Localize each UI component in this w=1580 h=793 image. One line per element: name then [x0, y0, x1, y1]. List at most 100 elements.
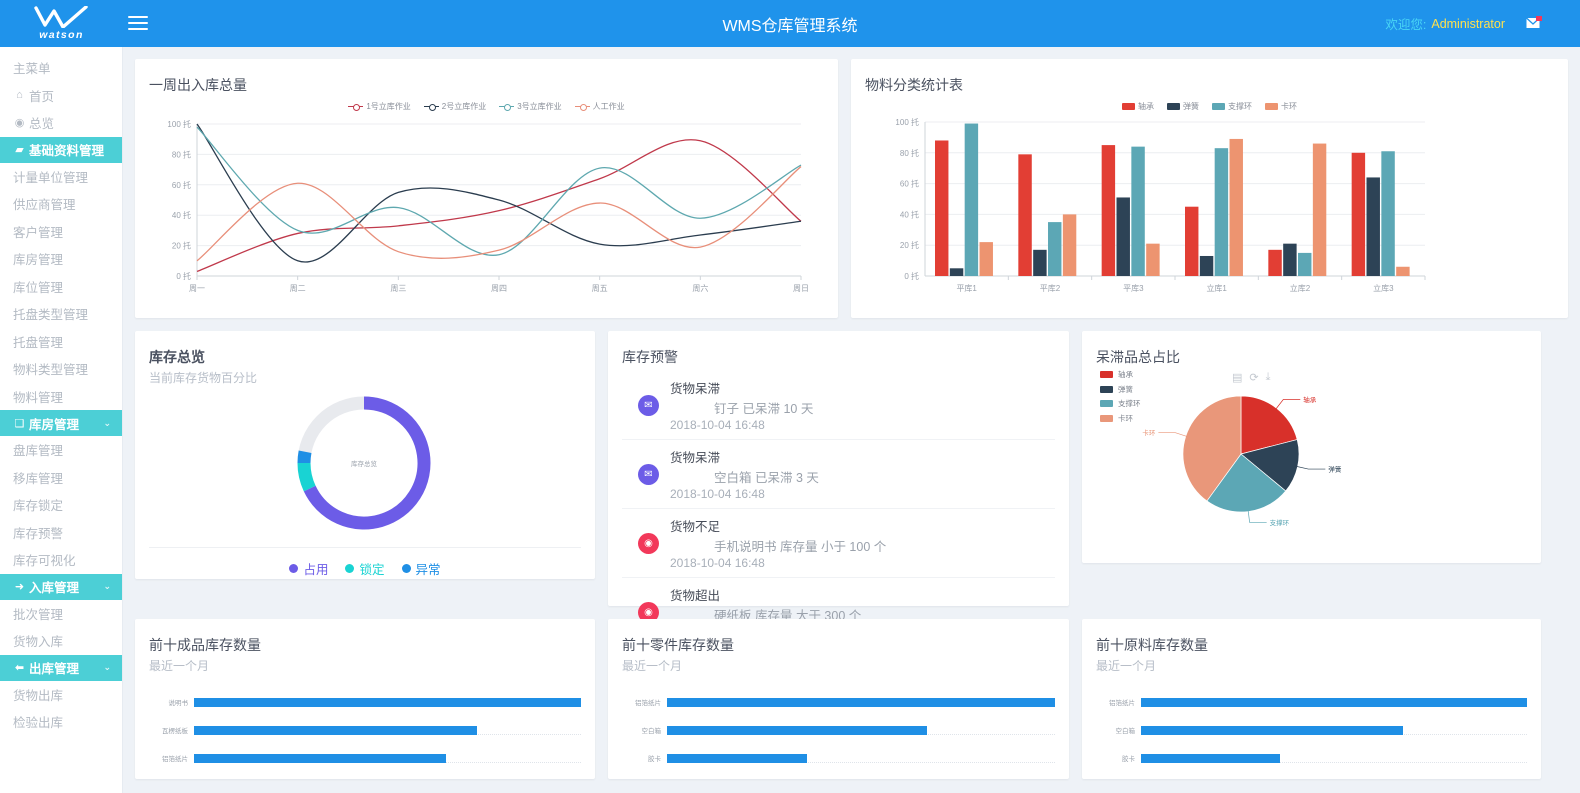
pie-legend-item-3[interactable]: 卡环 [1100, 413, 1141, 424]
message-flag-icon[interactable] [1526, 16, 1542, 29]
hbar-track [194, 697, 581, 707]
document-icon[interactable]: ▤ [1232, 372, 1243, 384]
alert-list: ✉ 货物呆滞 钉子 已呆滞 10 天 2018-10-04 16:48 ✉ 货物呆滞 空白箱… [622, 371, 1055, 646]
y-tick-label: 0 托 [176, 271, 191, 281]
legend-label: 3号立库作业 [517, 102, 562, 111]
sidebar-item-15[interactable]: 移库管理 [0, 464, 122, 492]
alert-item[interactable]: ◉ 货物不足 手机说明书 库存量 小于 100 个 2018-10-04 16:48 [622, 509, 1055, 578]
sidebar-item-12[interactable]: 物料管理 [0, 383, 122, 411]
legend-inventory[interactable]: 占用 锁定 异常 [149, 547, 581, 578]
x-tick-label: 周六 [692, 283, 708, 293]
card-stagnant-pie: 呆滞品总占比 轴承 弹簧 支撑环 卡环 ▤ ⟳ ⤓ 轴承 弹簧 支撑环 卡环 [1082, 331, 1541, 563]
alert-item[interactable]: ✉ 货物呆滞 空白箱 已呆滞 3 天 2018-10-04 16:48 [622, 440, 1055, 509]
hbar-label: 说明书 [168, 700, 189, 707]
bar-平库2-支撑环 [1048, 222, 1062, 276]
alert-item[interactable]: ✉ 货物呆滞 钉子 已呆滞 10 天 2018-10-04 16:48 [622, 371, 1055, 440]
sidebar-item-23[interactable]: 货物出库 [0, 681, 122, 709]
hbar-track [667, 753, 1055, 763]
welcome-label: 欢迎您: [1385, 18, 1427, 32]
chevron-down-icon[interactable]: ⌄ [103, 581, 111, 591]
x-tick-label: 立库1 [1206, 283, 1227, 293]
sidebar-item-20[interactable]: 批次管理 [0, 600, 122, 628]
chart-toolbox[interactable]: ▤ ⟳ ⤓ [1232, 371, 1271, 384]
sidebar-item-4[interactable]: 计量单位管理 [0, 163, 122, 191]
sidebar-item-7[interactable]: 库房管理 [0, 245, 122, 273]
sidebar-item-14[interactable]: 盘库管理 [0, 436, 122, 464]
box-icon: ❑ [14, 417, 25, 430]
hbar-track [1141, 725, 1527, 735]
bar-平库3-支撑环 [1131, 146, 1145, 276]
sidebar-item-19[interactable]: ➜ 入库管理 ⌄ [0, 573, 122, 600]
hbar-track [667, 697, 1055, 707]
sidebar-item-21[interactable]: 货物入库 [0, 627, 122, 655]
sidebar-item-18[interactable]: 库存可视化 [0, 546, 122, 574]
pie-legend-item-1[interactable]: 弹簧 [1100, 384, 1141, 395]
pie-legend-item-0[interactable]: 轴承 [1100, 369, 1141, 380]
hbar-track [667, 725, 1055, 735]
legend-material[interactable]: 轴承 弹簧 支撑环 卡环 [865, 101, 1554, 112]
legend-item-3[interactable]: 卡环 [1265, 101, 1297, 112]
donut-legend-item-1[interactable]: 锁定 [345, 559, 385, 578]
chevron-down-icon[interactable]: ⌄ [103, 662, 111, 672]
hamburger-icon[interactable] [128, 16, 148, 32]
sidebar-nav[interactable]: 主菜单 ⌂ 首页 ◉ 总览 ▰ 基础资料管理 计量单位管理 供应商管理 客户管理 库房管理 库位管理托… [0, 47, 123, 793]
sidebar-item-3[interactable]: ▰ 基础资料管理 [0, 136, 122, 163]
donut-slice-占用 [303, 396, 431, 530]
legend-weekly[interactable]: 1号立库作业 2号立库作业 3号立库作业 人工作业 [149, 101, 824, 113]
hbar-fill [667, 725, 927, 735]
sidebar-item-24[interactable]: 检验出库 [0, 708, 122, 736]
x-tick-label: 平库3 [1123, 283, 1144, 293]
legend-stagnant[interactable]: 轴承 弹簧 支撑环 卡环 [1100, 369, 1141, 427]
legend-item-1[interactable]: 2号立库作业 [423, 101, 486, 113]
line-series-0 [196, 139, 802, 273]
pie-label-弹簧: 弹簧 [1328, 465, 1342, 474]
alert-icon: ◉ [638, 532, 659, 554]
sidebar-item-5[interactable]: 供应商管理 [0, 190, 122, 218]
hbar-fill [1141, 697, 1527, 707]
card-material-category: 物料分类统计表 轴承 弹簧 支撑环 卡环 0 托 20 托 40 托 60 托 80 托 100… [851, 59, 1568, 318]
y-tick-label: 100 托 [895, 117, 919, 127]
chart-title-parts: 前十零件库存数量 [622, 637, 734, 653]
donut-slice-异常 [297, 450, 312, 464]
sidebar-item-label: 批次管理 [13, 607, 64, 622]
sidebar-item-6[interactable]: 客户管理 [0, 218, 122, 246]
sidebar-item-11[interactable]: 物料类型管理 [0, 355, 122, 383]
bar-立库3-弹簧 [1366, 177, 1380, 276]
bar-平库1-弹簧 [949, 268, 964, 276]
chart-title-finished: 前十成品库存数量 [149, 637, 261, 653]
chevron-down-icon[interactable]: ⌄ [103, 417, 111, 428]
chart-subtitle-finished: 最近一个月 [149, 659, 210, 673]
user-name[interactable]: Administrator [1431, 16, 1505, 31]
sidebar-item-13[interactable]: ❑ 库房管理 ⌄ [0, 410, 122, 436]
sidebar-item-1[interactable]: ⌂ 首页 [0, 82, 122, 110]
y-tick-label: 20 托 [172, 241, 191, 251]
bar-平库3-轴承 [1101, 145, 1116, 276]
donut-legend-item-2[interactable]: 异常 [401, 559, 441, 578]
sidebar-item-8[interactable]: 库位管理 [0, 273, 122, 301]
chart-title-raw: 前十原料库存数量 [1096, 637, 1208, 653]
watson-check-logo [33, 6, 88, 28]
hbar-track [1141, 753, 1527, 763]
legend-item-2[interactable]: 3号立库作业 [499, 101, 562, 113]
refresh-icon[interactable]: ⟳ [1249, 372, 1259, 384]
sidebar-item-9[interactable]: 托盘类型管理 [0, 300, 122, 328]
sidebar-item-17[interactable]: 库存预警 [0, 519, 122, 547]
sidebar-item-16[interactable]: 库存锁定 [0, 491, 122, 519]
legend-item-0[interactable]: 轴承 [1122, 101, 1154, 112]
hbar-row: 铝箔纸片 [622, 688, 1055, 716]
card-inventory-overview: 库存总览 当前库存货物百分比 库存总览 占用 锁定 异常 [135, 331, 595, 579]
download-icon[interactable]: ⤓ [1265, 371, 1271, 383]
legend-item-2[interactable]: 支撑环 [1212, 101, 1252, 112]
legend-item-3[interactable]: 人工作业 [574, 101, 625, 113]
legend-item-1[interactable]: 弹簧 [1167, 101, 1199, 112]
sidebar-item-label: 出库管理 [29, 662, 80, 676]
donut-legend-item-0[interactable]: 占用 [289, 559, 328, 578]
sidebar-item-2[interactable]: ◉ 总览 [0, 109, 122, 137]
sidebar-item-22[interactable]: ⬅ 出库管理 ⌄ [0, 654, 122, 681]
pie-legend-item-2[interactable]: 支撑环 [1100, 398, 1141, 409]
sidebar-item-10[interactable]: 托盘管理 [0, 328, 122, 356]
brand-logo[interactable]: watson [0, 0, 123, 47]
legend-item-0[interactable]: 1号立库作业 [348, 101, 411, 113]
line-series-1 [196, 123, 802, 263]
chart-title-material: 物料分类统计表 [865, 77, 963, 93]
